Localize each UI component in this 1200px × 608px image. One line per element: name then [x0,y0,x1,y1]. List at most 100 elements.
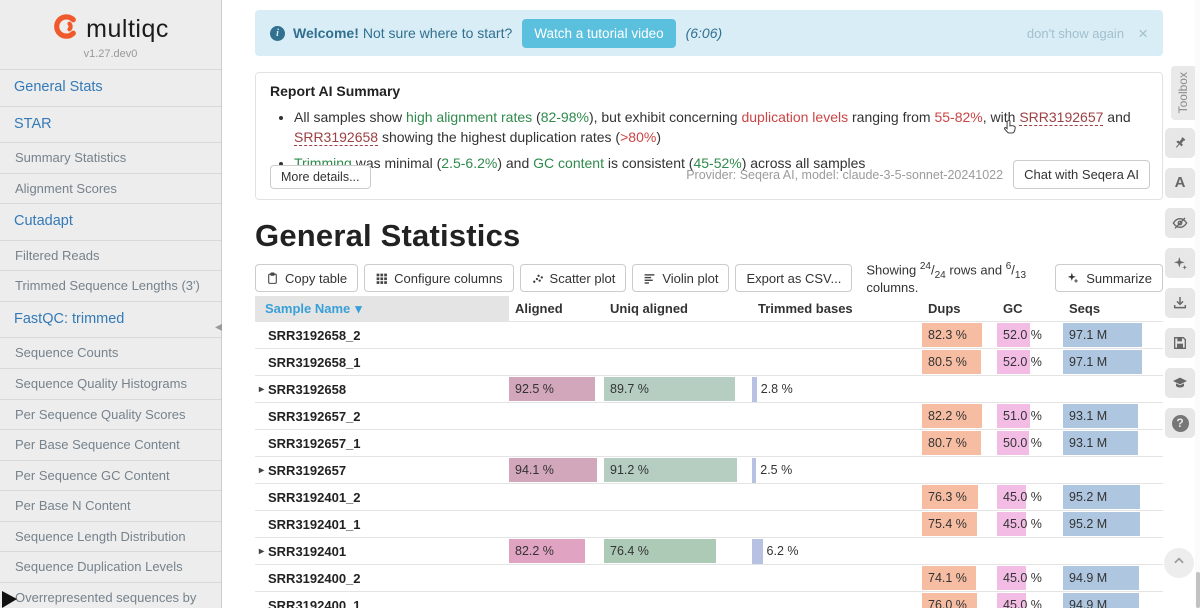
dups-cell: 80.5 % [922,349,997,375]
dups-cell [922,538,997,564]
eye-slash-button[interactable] [1165,208,1195,238]
chat-with-seqera-button[interactable]: Chat with Seqera AI [1013,160,1150,189]
sidebar-item-sequence-length-distribution[interactable]: Sequence Length Distribution [0,522,221,553]
aligned-cell [509,430,604,456]
sidebar-item-fastqc-trimmed[interactable]: FastQC: trimmed [0,302,221,339]
sample-name-link[interactable]: SRR3192657_1 [268,435,361,451]
sidebar-item-per-base-n-content[interactable]: Per Base N Content [0,491,221,522]
sample-link[interactable]: SRR3192657 [1019,109,1104,126]
button-label: Violin plot [662,270,719,286]
cell-value: 94.9 M [1069,571,1108,585]
sample-name-link[interactable]: SRR3192658_1 [268,354,361,370]
violin-icon [643,272,656,285]
sample-name-link[interactable]: SRR3192400_2 [268,570,361,586]
sample-name-link[interactable]: SRR3192401_1 [268,516,361,532]
aligned-cell [509,349,604,375]
more-details-button[interactable]: More details... [270,165,371,189]
save-icon [1172,335,1188,351]
export-as-csv-button[interactable]: Export as CSV... [735,264,853,292]
dups-cell: 82.2 % [922,403,997,429]
summarize-button[interactable]: Summarize [1055,264,1163,292]
sample-name-link[interactable]: SRR3192658_2 [268,327,361,343]
expand-caret-icon[interactable]: ▸ [259,545,265,557]
expand-caret-icon[interactable]: ▸ [259,464,265,476]
highlight-a-button[interactable]: A [1165,168,1195,198]
sidebar-item-sequence-quality-histograms[interactable]: Sequence Quality Histograms [0,369,221,400]
pin-button[interactable] [1165,128,1195,158]
sample-name-link[interactable]: ▸ SRR3192401 [255,538,509,564]
ai-text-segment: ) [656,129,661,146]
value-bar [1063,350,1142,374]
col-header-aligned[interactable]: Aligned [515,301,563,316]
aligned-cell [509,592,604,608]
configure-columns-button[interactable]: Configure columns [364,264,514,292]
dont-show-again-link[interactable]: don't show again [1026,25,1125,41]
version-label: v1.27.dev0 [83,48,138,60]
sidebar-item-star[interactable]: STAR [0,107,221,144]
sidebar-item-trimmed-sequence-lengths-3[interactable]: Trimmed Sequence Lengths (3') [0,271,221,302]
sidebar-item-per-base-sequence-content[interactable]: Per Base Sequence Content [0,430,221,461]
scrollbar-thumb[interactable] [1196,572,1200,608]
violin-plot-button[interactable]: Violin plot [632,264,730,292]
dups-cell [922,376,997,402]
ai-text-segment: was minimal ( [351,154,442,171]
value-bar [1063,323,1142,347]
gc-cell: 45.0 % [997,511,1063,537]
toolbox-label-tab[interactable]: Toolbox [1171,66,1195,120]
download-button[interactable] [1165,288,1195,318]
col-header-trimmed[interactable]: Trimmed bases [758,301,853,316]
cell-value: 82.2 % [515,544,554,558]
sample-name-link[interactable]: ▸ SRR3192657 [255,457,509,483]
sample-name-link[interactable]: ▸ SRR3192658 [255,376,509,402]
sample-name-link[interactable]: SRR3192401_2 [268,489,361,505]
sidebar-item-summary-statistics[interactable]: Summary Statistics [0,143,221,174]
seqs-cell: 94.9 M [1063,592,1146,608]
sidebar-collapse-icon[interactable]: ◂ [215,318,223,334]
dups-cell: 74.1 % [922,565,997,591]
sidebar-item-overrepresented-sequences-by-sample[interactable]: Overrepresented sequences by sample [0,583,221,608]
dups-cell: 82.3 % [922,322,997,348]
watch-tutorial-button[interactable]: Watch a tutorial video [522,18,676,48]
gc-cell: 51.0 % [997,403,1063,429]
trimmed-cell [752,322,922,348]
cell-value: 97.1 M [1069,328,1108,342]
uniq-cell [604,484,752,510]
col-header-uniq[interactable]: Uniq aligned [610,301,688,316]
scatter-plot-button[interactable]: Scatter plot [519,264,627,292]
sample-name-link[interactable]: SRR3192400_1 [268,597,361,608]
col-header-gc[interactable]: GC [1003,301,1023,316]
sidebar-nav: General Stats STAR Summary Statistics Align… [0,69,221,608]
expand-caret-icon[interactable]: ▸ [259,383,265,395]
seqs-cell: 95.2 M [1063,511,1146,537]
scroll-to-top-button[interactable] [1164,548,1194,578]
help-button[interactable]: ? [1165,408,1195,438]
page-scrollbar[interactable] [1195,0,1200,608]
col-header-dups[interactable]: Dups [928,301,961,316]
save-button[interactable] [1165,328,1195,358]
col-header-name[interactable]: Sample Name ▾ [255,296,509,321]
sidebar-item-per-sequence-quality-scores[interactable]: Per Sequence Quality Scores [0,400,221,431]
seqs-cell [1063,457,1146,483]
gc-cell: 45.0 % [997,484,1063,510]
sidebar-item-alignment-scores[interactable]: Alignment Scores [0,174,221,205]
clipboard-icon [266,272,279,285]
table-header-row: Sample Name ▾ Aligned Uniq aligned Trimmed b… [255,296,1163,321]
sidebar-item-sequence-duplication-levels[interactable]: Sequence Duplication Levels [0,552,221,583]
sidebar-item-general-stats[interactable]: General Stats [0,70,221,107]
copy-table-button[interactable]: Copy table [255,264,359,292]
sidebar-item-cutadapt[interactable]: Cutadapt [0,204,221,241]
table-row: ▸ SRR3192401 82.2 % 76.4 % 6.2 % [255,537,1163,564]
sidebar-item-per-sequence-gc-content[interactable]: Per Sequence GC Content [0,461,221,492]
ai-sparkle-button[interactable] [1165,248,1195,278]
tutorial-cap-button[interactable] [1165,368,1195,398]
button-label: Summarize [1086,270,1152,286]
cell-value: 97.1 M [1069,355,1108,369]
sidebar-item-sequence-counts[interactable]: Sequence Counts [0,338,221,369]
close-icon[interactable]: × [1138,23,1148,43]
seqs-cell: 93.1 M [1063,403,1146,429]
sidebar-item-filtered-reads[interactable]: Filtered Reads [0,241,221,272]
sample-link[interactable]: SRR3192658 [294,129,379,147]
col-header-seqs[interactable]: Seqs [1069,301,1101,316]
button-label: Export as CSV... [746,270,842,286]
sample-name-link[interactable]: SRR3192657_2 [268,408,361,424]
